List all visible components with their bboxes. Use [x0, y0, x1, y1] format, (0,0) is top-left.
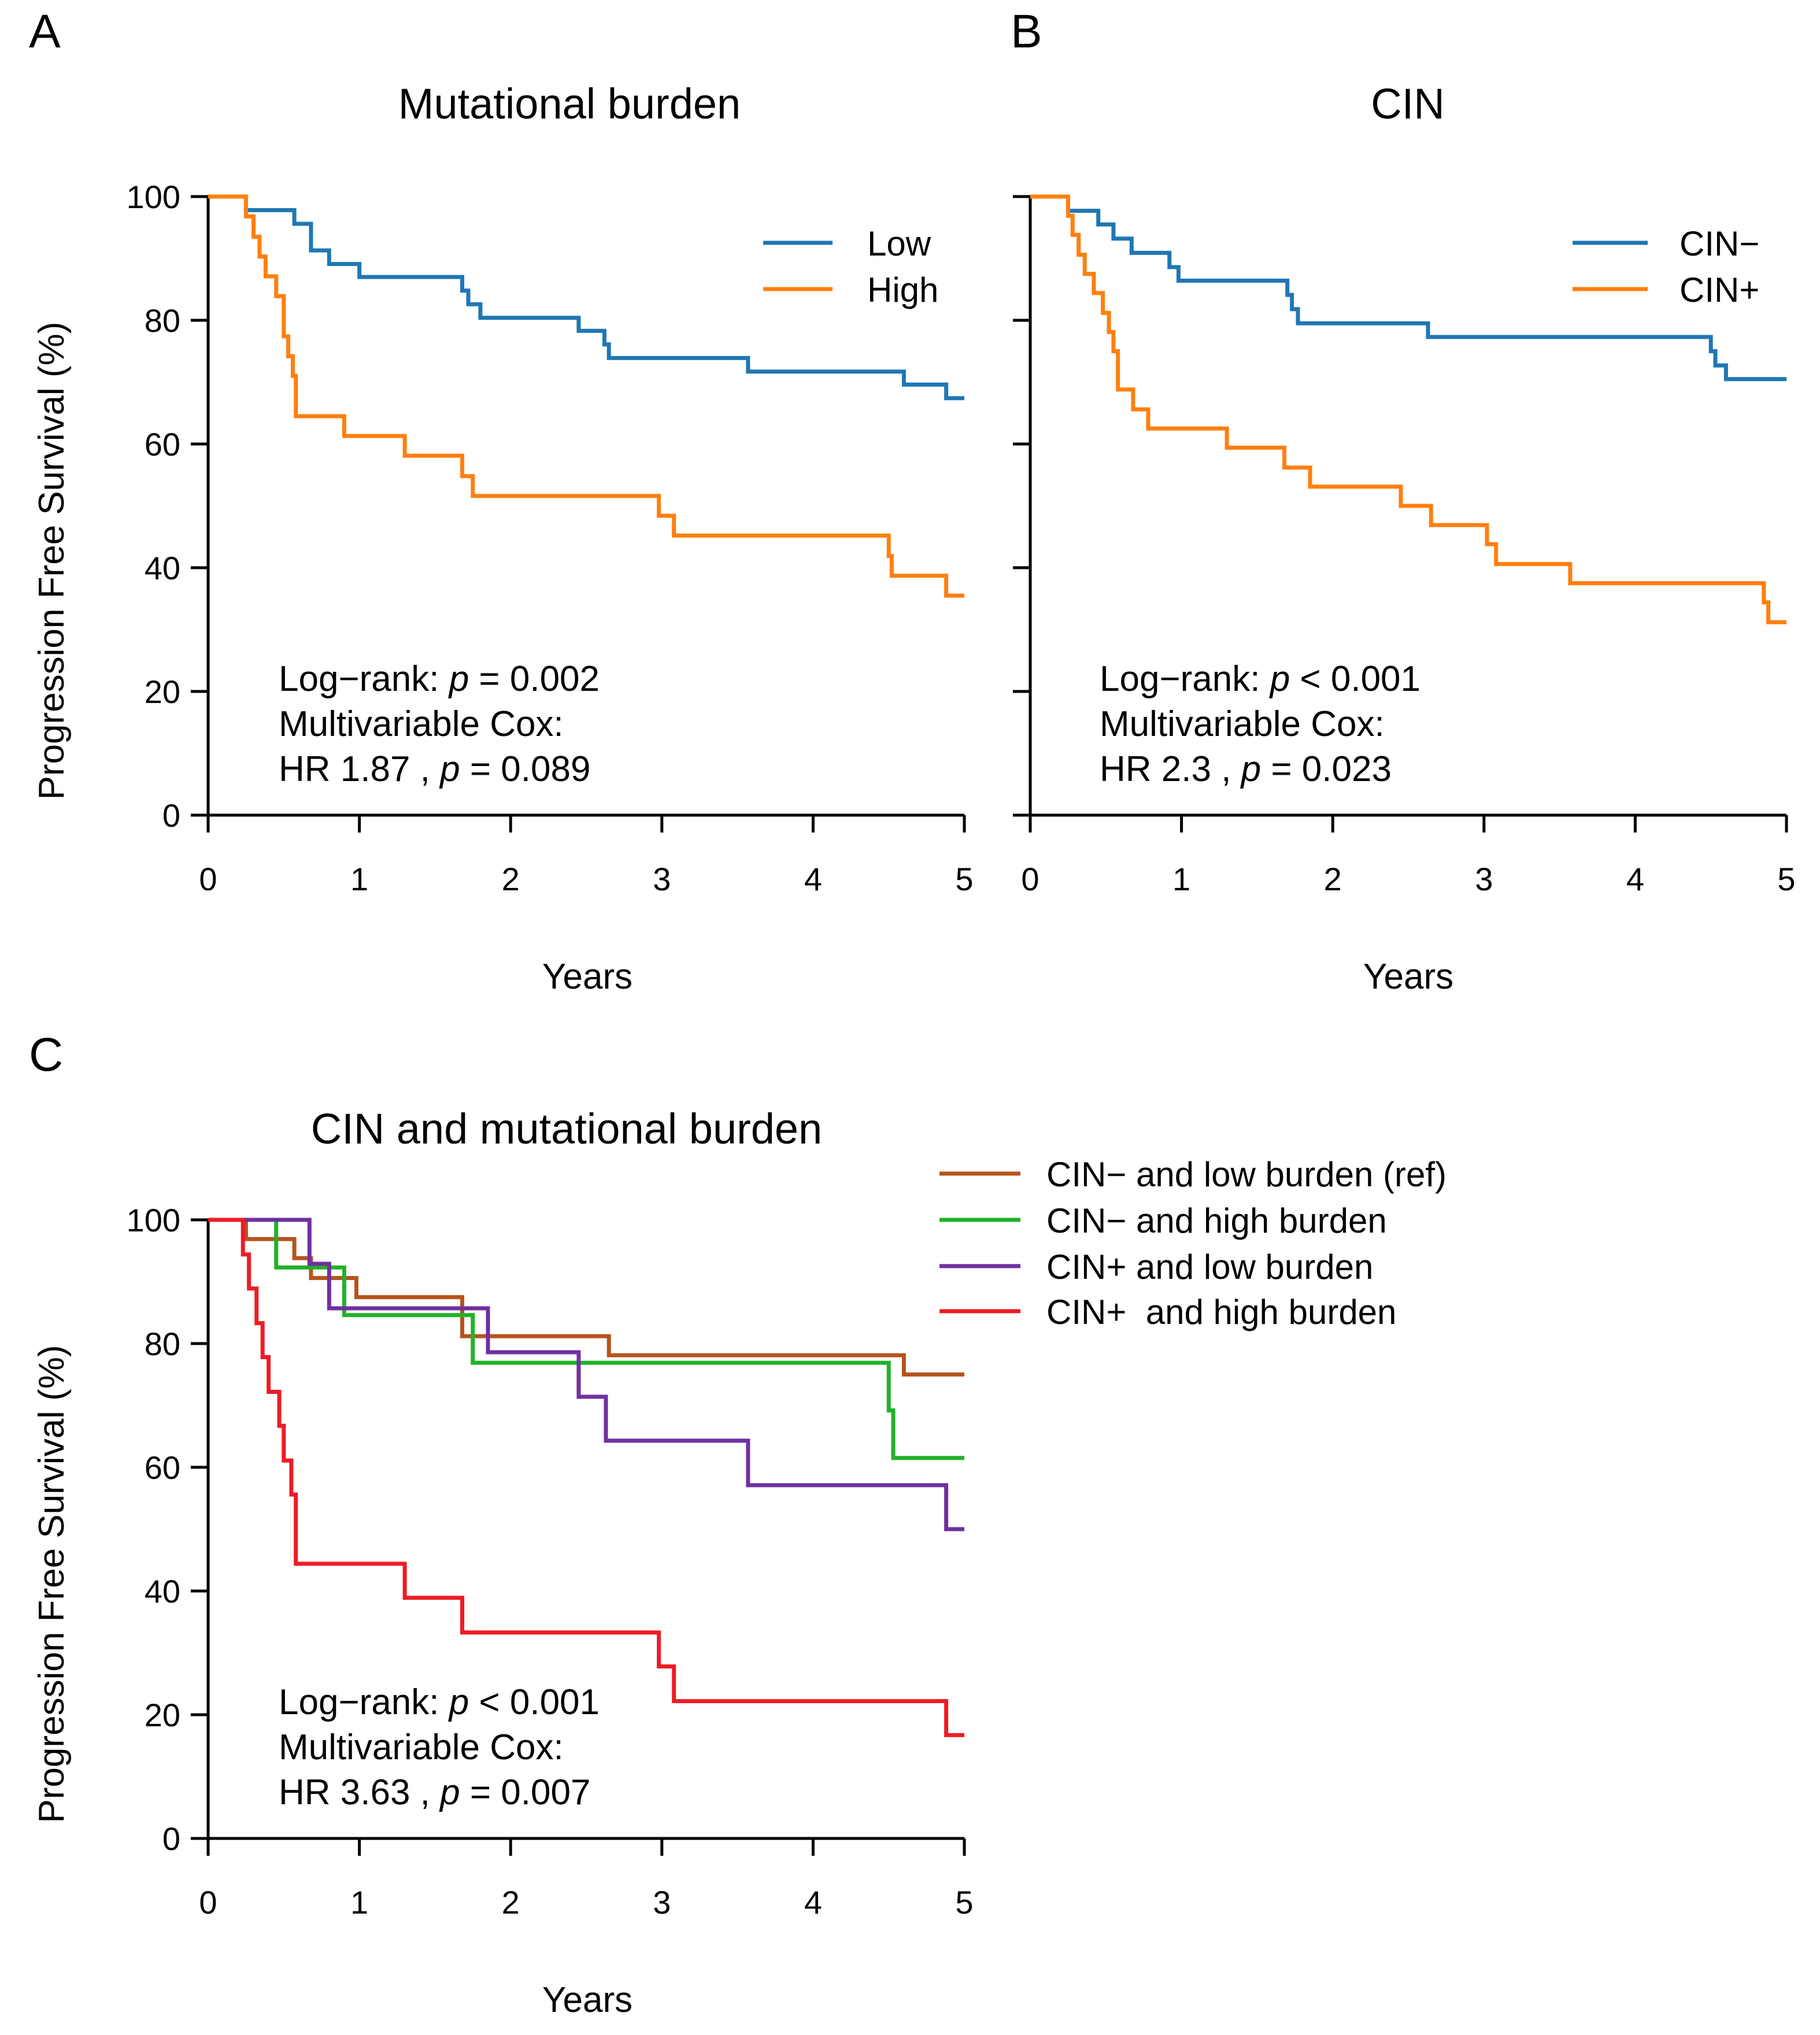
x-tick-label: 0 — [199, 1884, 217, 1921]
series-line-cin-and-low-burden-ref — [208, 1218, 964, 1377]
series-line-cin — [1030, 194, 1786, 382]
stat-hr-c: HR 3.63 , p = 0.007 — [279, 1773, 590, 1812]
y-tick-label: 100 — [127, 179, 180, 215]
x-tick-label: 4 — [1626, 861, 1644, 897]
y-tick-label: 40 — [145, 1573, 180, 1610]
series-line-cin-and-high-burden — [208, 1218, 964, 1460]
legend-label-cin-pos-high: CIN+ and high burden — [1046, 1293, 1396, 1331]
panel-letter-b: B — [1011, 5, 1042, 58]
x-tick-label: 3 — [1475, 861, 1493, 897]
stat-logrank-c: Log−rank: p < 0.001 — [279, 1682, 600, 1722]
y-tick-label: 20 — [145, 1697, 180, 1733]
x-tick-label: 2 — [1324, 861, 1342, 897]
x-tick-label: 5 — [1777, 861, 1795, 897]
x-tick-label: 3 — [653, 861, 671, 897]
panel-a-ylabel: Progression Free Survival (%) — [32, 322, 72, 800]
panel-a-xlabel: Years — [542, 957, 632, 997]
panel-a-title: Mutational burden — [398, 80, 741, 128]
stat-hr-b: HR 2.3 , p = 0.023 — [1100, 749, 1392, 789]
panel-b-curves — [1030, 194, 1786, 624]
y-tick-label: 0 — [162, 797, 180, 834]
panel-a-axes: 0 20 40 60 80 100 0 1 2 3 4 5 — [127, 179, 974, 897]
x-tick-label: 3 — [653, 1884, 671, 1921]
x-tick-label: 4 — [804, 1884, 822, 1921]
panel-c-title: CIN and mutational burden — [311, 1105, 822, 1153]
panel-b-title: CIN — [1371, 80, 1444, 128]
stat-cox-b: Multivariable Cox: — [1100, 704, 1385, 744]
series-line-cin-and-high-burden — [208, 1218, 964, 1737]
y-tick-label: 0 — [162, 1821, 180, 1857]
panel-letter-a: A — [29, 5, 61, 58]
series-line-cin — [1030, 194, 1786, 624]
panel-b: B CIN Years 0 1 2 3 4 5 CIN− CIN+ Log−rank: p… — [1011, 5, 1796, 997]
legend-label-cin-neg-high: CIN− and high burden — [1046, 1201, 1387, 1240]
x-tick-label: 4 — [804, 861, 822, 897]
legend-label-cin-pos-low: CIN+ and low burden — [1046, 1248, 1373, 1286]
y-tick-label: 20 — [145, 674, 180, 710]
panel-c-legend: CIN− and low burden (ref) CIN− and high … — [939, 1155, 1447, 1331]
x-tick-label: 1 — [350, 861, 368, 897]
panel-b-legend: CIN− CIN+ — [1573, 224, 1759, 309]
series-line-cin-and-low-burden — [208, 1218, 964, 1531]
series-line-low — [208, 194, 964, 401]
legend-label-low: Low — [867, 224, 931, 263]
panel-c-axes: 0 20 40 60 80 100 0 1 2 3 4 5 — [127, 1202, 974, 1921]
y-tick-label: 80 — [145, 1326, 180, 1362]
y-tick-label: 100 — [127, 1202, 180, 1238]
panel-b-stats: Log−rank: p < 0.001 Multivariable Cox: H… — [1100, 659, 1421, 789]
stat-cox-a: Multivariable Cox: — [279, 704, 564, 744]
panel-c-curves — [208, 1218, 964, 1737]
x-tick-label: 2 — [502, 861, 520, 897]
stat-logrank-b: Log−rank: p < 0.001 — [1100, 659, 1421, 699]
panel-c-xlabel: Years — [542, 1980, 632, 2020]
legend-label-cin-neg-low: CIN− and low burden (ref) — [1046, 1155, 1447, 1194]
x-tick-label: 1 — [350, 1884, 368, 1921]
y-tick-label: 60 — [145, 426, 180, 462]
panel-a: A Mutational burden Progression Free Sur… — [29, 5, 974, 997]
x-tick-label: 0 — [1021, 861, 1039, 897]
panel-b-axes: 0 1 2 3 4 5 — [1013, 195, 1796, 897]
legend-label-cin-pos: CIN+ — [1680, 271, 1759, 309]
x-tick-label: 5 — [955, 861, 973, 897]
y-tick-label: 80 — [145, 302, 180, 339]
y-tick-label: 40 — [145, 550, 180, 586]
stat-logrank-a: Log−rank: p = 0.002 — [279, 659, 600, 699]
panel-b-xlabel: Years — [1363, 957, 1453, 997]
stat-hr-a: HR 1.87 , p = 0.089 — [279, 749, 590, 789]
panel-a-curves — [208, 194, 964, 598]
x-tick-label: 0 — [199, 861, 217, 897]
panel-c: C CIN and mutational burden Progression … — [29, 1028, 1447, 2020]
y-tick-label: 60 — [145, 1449, 180, 1486]
x-tick-label: 2 — [502, 1884, 520, 1921]
series-line-high — [208, 194, 964, 598]
panel-c-stats: Log−rank: p < 0.001 Multivariable Cox: H… — [279, 1682, 600, 1812]
stat-cox-c: Multivariable Cox: — [279, 1727, 564, 1767]
legend-label-cin-neg: CIN− — [1680, 224, 1759, 263]
panel-a-stats: Log−rank: p = 0.002 Multivariable Cox: H… — [279, 659, 600, 789]
legend-label-high: High — [867, 271, 938, 309]
panel-letter-c: C — [29, 1028, 63, 1081]
panel-a-legend: Low High — [763, 224, 938, 309]
x-tick-label: 1 — [1172, 861, 1190, 897]
panel-c-ylabel: Progression Free Survival (%) — [32, 1345, 72, 1823]
x-tick-label: 5 — [955, 1884, 973, 1921]
